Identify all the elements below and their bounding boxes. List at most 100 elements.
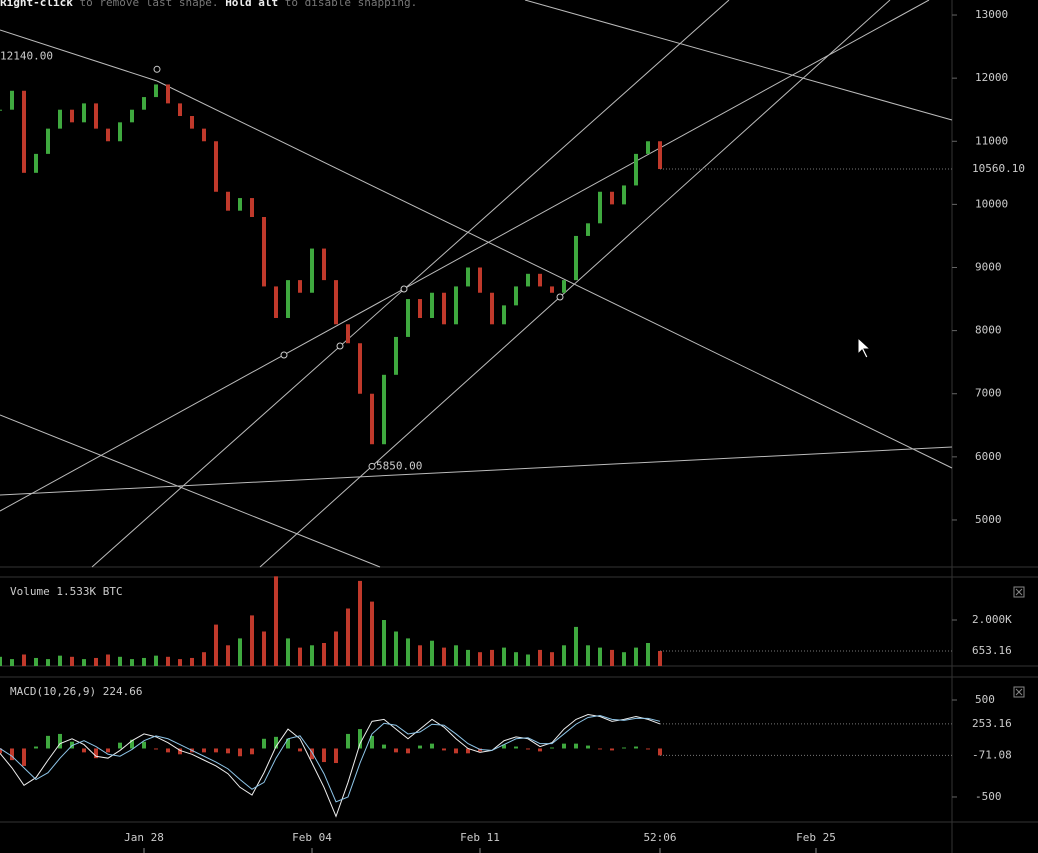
candle (634, 153, 638, 186)
candle (94, 103, 98, 129)
trendline (259, 0, 891, 568)
trendlines (0, 0, 953, 568)
candle (34, 153, 38, 173)
volume-bar (118, 656, 122, 666)
close-volume[interactable] (1013, 586, 1025, 598)
candle (418, 299, 422, 318)
y-tick-label: 8000 (975, 324, 1002, 337)
candle (22, 90, 26, 173)
macd-histogram (34, 746, 38, 749)
volume-bar (238, 638, 242, 666)
candle (586, 223, 590, 236)
macd-histogram (58, 733, 62, 749)
volume-bar (46, 659, 50, 666)
macd-histogram (322, 748, 326, 763)
macd-histogram (382, 744, 386, 749)
close-icon (1015, 588, 1023, 596)
volume-bar (562, 645, 566, 666)
macd-histogram (178, 748, 182, 755)
y-tick-label: 10000 (975, 197, 1008, 210)
close-macd[interactable] (1013, 686, 1025, 698)
y-tick-label: 2.000K (972, 613, 1012, 626)
volume-bar (490, 649, 494, 666)
volume-bar (106, 654, 110, 666)
anchor-point (336, 342, 344, 350)
macd-histogram (238, 748, 242, 757)
anchor-point (400, 285, 408, 293)
candle (142, 97, 146, 110)
candle (490, 292, 494, 325)
volume-bar (478, 652, 482, 666)
close-button[interactable] (1013, 586, 1025, 598)
candle (298, 280, 302, 293)
volume-bar (130, 659, 134, 666)
macd-histogram (334, 748, 338, 764)
trendline (156, 80, 953, 469)
candle (562, 280, 566, 293)
trendline (0, 446, 953, 496)
macd-histogram (130, 739, 134, 749)
volume-bar (586, 645, 590, 666)
x-tick-label: Jan 28 (124, 831, 164, 844)
volume-bar (82, 659, 86, 666)
macd-histogram (538, 748, 542, 752)
candle (0, 109, 2, 111)
macd-histogram (346, 733, 350, 749)
volume-name: Volume (10, 585, 50, 598)
candle (406, 299, 410, 337)
volume-bar (574, 626, 578, 666)
volume-bar (346, 608, 350, 666)
candle (154, 84, 158, 98)
volume-bar (394, 631, 398, 666)
candle (334, 280, 338, 325)
last-macd-label: -71.08 (972, 748, 1012, 761)
volume-reading: 1.533K BTC (56, 585, 122, 598)
macd-histogram (286, 738, 290, 749)
anchor-point (153, 65, 161, 73)
candle (250, 198, 254, 218)
y-tick-label: 7000 (975, 387, 1002, 400)
candle (202, 128, 206, 142)
candle (214, 141, 218, 192)
candle (118, 122, 122, 142)
macd-histogram (454, 748, 458, 754)
candle (550, 286, 554, 293)
macd-histogram (118, 742, 122, 749)
y-tick-label: 5000 (975, 513, 1002, 526)
annotation-label: 12140.00 (0, 49, 53, 62)
volume-bar (22, 654, 26, 666)
hint: Right-click to remove last shape. Hold a… (0, 0, 417, 9)
volume-bar (250, 615, 254, 666)
macd-histogram (298, 748, 302, 752)
candle (574, 235, 578, 281)
macd-histogram (202, 748, 206, 753)
candle (598, 191, 602, 224)
macd-title: MACD(10,26,9) 224.66 (10, 685, 142, 698)
volume-bar (322, 643, 326, 666)
volume-title: Volume 1.533K BTC (10, 585, 123, 598)
y-tick-label: 11000 (975, 134, 1008, 147)
volume-bar (598, 647, 602, 666)
candle (46, 128, 50, 154)
close-button[interactable] (1013, 686, 1025, 698)
candle (538, 273, 542, 287)
macd-histogram (250, 748, 254, 755)
y-tick-label: 500 (975, 693, 995, 706)
x-tick-label: Feb 04 (292, 831, 332, 844)
macd-histogram (22, 748, 26, 766)
macd-histogram (646, 748, 650, 750)
macd-histogram (598, 748, 602, 750)
x-tick-label: 52:06 (643, 831, 676, 844)
candle (466, 267, 470, 287)
macd-histogram (226, 748, 230, 754)
macd-histogram (442, 748, 446, 751)
macd-histogram (634, 746, 638, 749)
volume-bar (502, 647, 506, 666)
candle (430, 292, 434, 318)
candle (478, 267, 482, 293)
macd-histogram (46, 735, 50, 749)
trendline (0, 29, 158, 82)
volume-bar (190, 657, 194, 666)
volume-bar (214, 624, 218, 666)
